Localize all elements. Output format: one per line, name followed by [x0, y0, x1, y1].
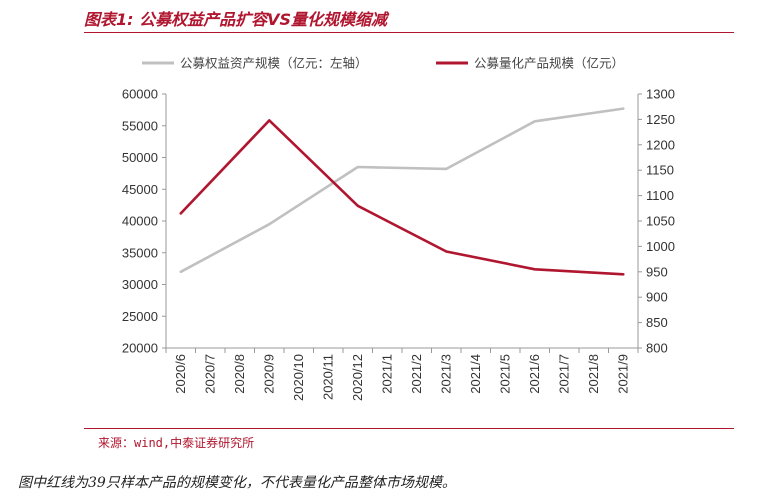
- right-tick-label: 1000: [646, 239, 675, 254]
- x-tick-label: 2020/11: [320, 354, 335, 400]
- x-tick-label: 2020/7: [202, 354, 217, 394]
- x-tick-label: 2021/8: [586, 354, 601, 394]
- x-tick-label: 2021/6: [527, 354, 542, 394]
- right-tick-label: 850: [646, 315, 668, 330]
- chart-title: 图表1: 公募权益产品扩容VS量化规模缩减: [84, 10, 388, 29]
- x-tick-label: 2020/6: [173, 354, 188, 394]
- legend: 公募权益资产规模（亿元：左轴） 公募量化产品规模（亿元）: [142, 56, 624, 71]
- right-tick-label: 1200: [646, 137, 675, 152]
- x-tick-label: 2021/7: [556, 354, 571, 394]
- left-tick-label: 20000: [122, 341, 158, 356]
- x-tick-label: 2020/9: [261, 354, 276, 394]
- x-tick-label: 2020/10: [291, 354, 306, 401]
- series-line-quant-scale: [179, 119, 625, 276]
- x-tick-label: 2021/9: [615, 354, 630, 394]
- right-tick-label: 1100: [646, 188, 674, 203]
- x-tick-label: 2021/3: [438, 354, 453, 394]
- x-tick-label: 2020/8: [232, 354, 247, 394]
- series-lines: [179, 107, 625, 276]
- legend-quant-label: 公募量化产品规模（亿元）: [474, 56, 624, 71]
- left-tick-label: 35000: [122, 245, 158, 260]
- right-tick-label: 1150: [646, 163, 674, 178]
- source-rule: [84, 428, 734, 429]
- left-tick-label: 25000: [122, 309, 158, 324]
- right-tick-label: 1250: [646, 112, 675, 127]
- left-tick-label: 60000: [122, 87, 158, 102]
- left-tick-label: 50000: [122, 150, 158, 165]
- left-tick-label: 45000: [122, 182, 158, 197]
- right-tick-label: 1300: [646, 87, 675, 102]
- legend-equity-label: 公募权益资产规模（亿元：左轴）: [180, 56, 368, 71]
- source-note: 来源：wind,中泰证券研究所: [98, 436, 255, 450]
- left-tick-label: 40000: [122, 214, 158, 229]
- title-rule: [84, 32, 734, 33]
- x-tick-label: 2020/12: [350, 354, 365, 401]
- x-tick-label: 2021/1: [379, 354, 394, 394]
- x-tick-label: 2021/5: [497, 354, 512, 394]
- axes: 20000 25000 30000 35000 40000 45000 50000 55000…: [122, 87, 675, 402]
- right-tick-label: 950: [646, 264, 668, 279]
- left-tick-label: 30000: [122, 277, 158, 292]
- right-tick-label: 1050: [646, 214, 675, 229]
- x-tick-label: 2021/4: [468, 354, 483, 394]
- right-tick-label: 900: [646, 290, 668, 305]
- x-tick-label: 2021/2: [409, 354, 424, 394]
- right-tick-label: 800: [646, 341, 668, 356]
- footnote: 图中红线为39只样本产品的规模变化，不代表量化产品整体市场规模。: [18, 475, 456, 491]
- series-line-equity-scale: [179, 107, 625, 274]
- left-tick-label: 55000: [122, 118, 158, 133]
